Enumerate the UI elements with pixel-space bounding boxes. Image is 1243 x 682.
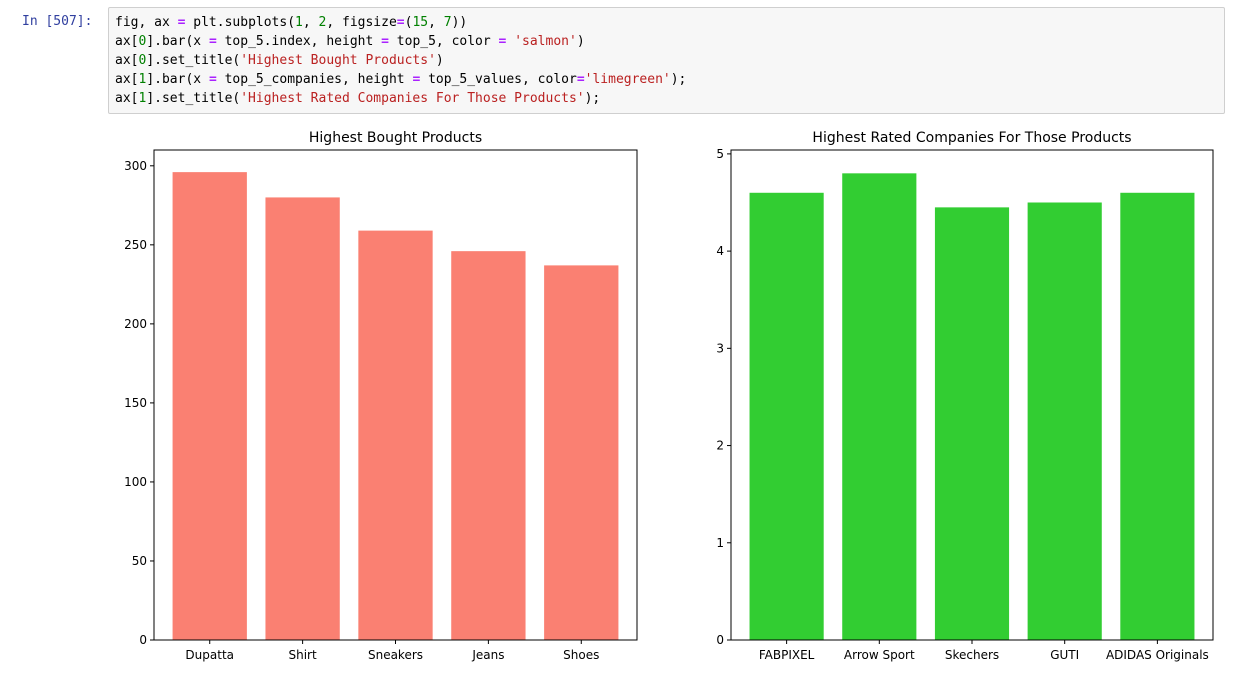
bar — [358, 230, 433, 640]
code-line: ax[1].bar(x = top_5_companies, height = … — [115, 70, 1218, 89]
code-token: = — [396, 15, 405, 30]
bar — [544, 265, 619, 640]
code-token: = — [576, 72, 585, 87]
chart-title: Highest Bought Products — [309, 130, 482, 146]
y-tick-label: 5 — [716, 147, 724, 161]
code-token: ); — [670, 72, 687, 87]
x-tick-label: Shoes — [563, 648, 599, 662]
bar — [749, 192, 824, 640]
x-tick-label: ADIDAS Originals — [1106, 648, 1209, 662]
y-tick-label: 0 — [716, 633, 724, 647]
bar — [1027, 202, 1102, 640]
y-tick-label: 0 — [139, 633, 147, 647]
y-tick-label: 4 — [716, 244, 724, 258]
code-token: ax[ — [115, 34, 139, 49]
code-token: 1 — [138, 91, 147, 106]
products-chart: 0 50 100 150 200 250 300 Dupatta Shirt Sneakers Je… — [124, 130, 638, 662]
code-line: ax[0].set_title('Highest Bought Products… — [115, 51, 1218, 70]
code-token: , figsize — [326, 15, 397, 30]
code-token: ); — [584, 91, 601, 106]
code-token: )) — [451, 15, 468, 30]
x-tick-label: Skechers — [945, 648, 999, 662]
code-token: 0 — [138, 34, 147, 49]
code-token: plt.subplots( — [185, 15, 296, 30]
code-token: ].set_title( — [146, 53, 241, 68]
y-tick-label: 250 — [124, 238, 147, 252]
bar — [172, 172, 247, 640]
bar — [265, 197, 340, 640]
y-tick-label: 200 — [124, 317, 147, 331]
y-tick-label: 1 — [716, 536, 724, 550]
y-tick-label: 100 — [124, 475, 147, 489]
code-token: , — [428, 15, 444, 30]
code-token: 2 — [318, 15, 327, 30]
bar — [1120, 192, 1195, 640]
y-tick-label: 150 — [124, 396, 147, 410]
code-token: ].bar(x — [146, 72, 209, 87]
code-token: 'salmon' — [514, 34, 577, 49]
code-token: 1 — [138, 72, 147, 87]
x-tick-label: FABPIXEL — [759, 648, 815, 662]
code-token: 'limegreen' — [584, 72, 671, 87]
code-token: 0 — [138, 53, 147, 68]
code-token: ax[ — [115, 53, 139, 68]
code-token: = — [177, 15, 186, 30]
code-token: ax[ — [115, 72, 139, 87]
code-token: ) — [576, 34, 585, 49]
code-line: ax[0].bar(x = top_5.index, height = top_… — [115, 32, 1218, 51]
code-token: , — [302, 15, 319, 30]
code-token: = — [208, 72, 217, 87]
x-tick-label: Jeans — [471, 648, 504, 662]
code-cell[interactable]: fig, ax = plt.subplots(1, 2, figsize=(15… — [108, 7, 1225, 114]
code-token: = — [381, 34, 389, 49]
code-token: = — [208, 34, 217, 49]
code-token: top_5_values, color — [420, 72, 577, 87]
bar — [842, 173, 917, 641]
code-token: = — [498, 34, 507, 49]
code-token: 1 — [295, 15, 303, 30]
code-token: top_5_companies, height — [216, 72, 413, 87]
companies-chart: 0 1 2 3 4 5 FABPIXEL Arrow Sport Skechers GUTI ADI… — [716, 130, 1214, 662]
code-token: 15 — [412, 15, 429, 30]
x-tick-label: Shirt — [289, 648, 317, 662]
code-token: ax[ — [115, 91, 139, 106]
code-line: ax[1].set_title('Highest Rated Companies… — [115, 89, 1218, 108]
code-token: ].bar(x — [146, 34, 209, 49]
code-token: 'Highest Rated Companies For Those Produ… — [240, 91, 585, 106]
x-tick-label: Arrow Sport — [844, 648, 915, 662]
x-tick-label: Dupatta — [185, 648, 234, 662]
code-token: ) — [435, 53, 444, 68]
bar — [934, 207, 1010, 640]
y-tick-label: 300 — [124, 159, 147, 173]
x-tick-label: GUTI — [1050, 648, 1079, 662]
code-token: top_5.index, height — [216, 34, 382, 49]
y-tick-label: 2 — [716, 439, 724, 453]
code-token: fig, ax — [115, 15, 178, 30]
chart-title: Highest Rated Companies For Those Produc… — [812, 130, 1131, 146]
code-token: = — [412, 72, 421, 87]
bar — [451, 251, 526, 640]
y-tick-label: 50 — [132, 554, 147, 568]
x-tick-label: Sneakers — [368, 648, 423, 662]
code-line: fig, ax = plt.subplots(1, 2, figsize=(15… — [115, 13, 1218, 32]
code-token: top_5, color — [388, 34, 499, 49]
cell-prompt: In [507]: — [22, 14, 93, 29]
code-token: ( — [404, 15, 413, 30]
code-token: ].set_title( — [146, 91, 241, 106]
y-tick-label: 3 — [716, 341, 724, 355]
code-token: 7 — [443, 15, 452, 30]
code-token: 'Highest Bought Products' — [240, 53, 436, 68]
